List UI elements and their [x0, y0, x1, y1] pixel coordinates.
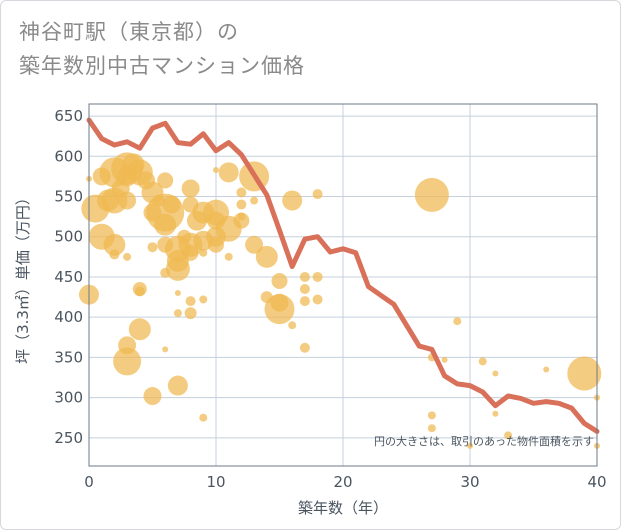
bubble	[167, 375, 188, 396]
bubble	[543, 366, 550, 373]
bubble	[271, 272, 288, 289]
bubble	[270, 293, 289, 312]
bubble	[250, 196, 259, 205]
bubble	[299, 342, 310, 353]
bubble	[312, 271, 323, 282]
y-tick-label: 300	[54, 389, 83, 407]
bubble	[182, 244, 199, 261]
bubble	[567, 356, 602, 391]
bubble	[288, 321, 297, 330]
bubble	[236, 199, 247, 210]
bubble	[184, 307, 197, 320]
bubble	[185, 296, 196, 307]
bubble	[109, 249, 120, 260]
bubble	[208, 236, 224, 253]
y-tick-label: 450	[54, 268, 83, 286]
bubble	[255, 245, 278, 268]
bubble	[199, 413, 208, 422]
bubble	[162, 195, 181, 214]
bubble	[123, 252, 132, 261]
bubble	[478, 357, 487, 366]
bubble	[492, 410, 499, 417]
bubbles	[79, 152, 602, 449]
y-tick-label: 400	[54, 308, 83, 326]
bubble	[103, 233, 126, 256]
bubble	[414, 177, 449, 212]
bubble	[143, 387, 162, 406]
bubble	[213, 166, 219, 173]
bubble	[165, 256, 190, 281]
bubble	[118, 191, 137, 210]
bubble	[441, 356, 448, 363]
bubble	[181, 179, 200, 198]
bubble	[504, 431, 513, 440]
bubble	[199, 295, 208, 304]
bubble	[233, 212, 250, 229]
x-tick-label: 10	[206, 473, 225, 491]
bubble	[312, 294, 323, 305]
y-axis-ticks: 250 300 350 400 450 500 550 600 650	[54, 107, 83, 447]
bubble	[299, 284, 310, 295]
bubble	[162, 346, 169, 353]
bubble	[218, 162, 239, 183]
bubble	[492, 370, 499, 377]
chart-title: 神谷町駅（東京都）の 築年数別中古マンション価格	[19, 15, 305, 83]
bubble	[154, 213, 177, 236]
x-tick-label: 20	[333, 473, 352, 491]
y-tick-label: 350	[54, 348, 83, 366]
y-tick-label: 500	[54, 228, 83, 246]
chart-title-line2: 築年数別中古マンション価格	[19, 54, 305, 78]
bubble	[453, 317, 462, 326]
x-tick-label: 0	[84, 473, 94, 491]
bubble	[236, 187, 247, 198]
x-axis-label: 築年数（年）	[298, 499, 388, 517]
bubble	[128, 318, 151, 341]
x-tick-label: 40	[587, 473, 606, 491]
x-axis-ticks: 0 10 20 30 40	[84, 473, 606, 491]
bubble	[299, 271, 310, 282]
bubble	[199, 248, 208, 257]
bubble	[157, 172, 174, 189]
trend-line	[86, 117, 600, 434]
bubble	[113, 347, 142, 376]
bubble	[282, 190, 303, 211]
bubble	[147, 242, 158, 253]
chart-title-line1: 神谷町駅（東京都）の	[19, 20, 239, 44]
plot-frame	[88, 103, 598, 467]
bubble	[312, 189, 323, 200]
bubble	[427, 424, 436, 433]
y-tick-label: 250	[54, 429, 83, 447]
y-tick-label: 600	[54, 147, 83, 165]
y-axis-label: 坪（3.3㎡）単価（万円）	[14, 190, 32, 364]
y-tick-label: 550	[54, 188, 83, 206]
bubble	[245, 235, 264, 254]
size-note: 円の大きさは、取引のあった物件面積を示す	[374, 434, 594, 448]
x-tick-label: 30	[460, 473, 479, 491]
y-tick-label: 650	[54, 107, 83, 125]
grid-lines	[88, 104, 598, 466]
bubble	[134, 286, 145, 297]
bubble	[427, 411, 436, 420]
bubble	[174, 290, 181, 297]
bubble	[467, 442, 473, 449]
bubble	[299, 296, 310, 307]
bubble	[173, 309, 182, 318]
bubble	[224, 252, 233, 261]
